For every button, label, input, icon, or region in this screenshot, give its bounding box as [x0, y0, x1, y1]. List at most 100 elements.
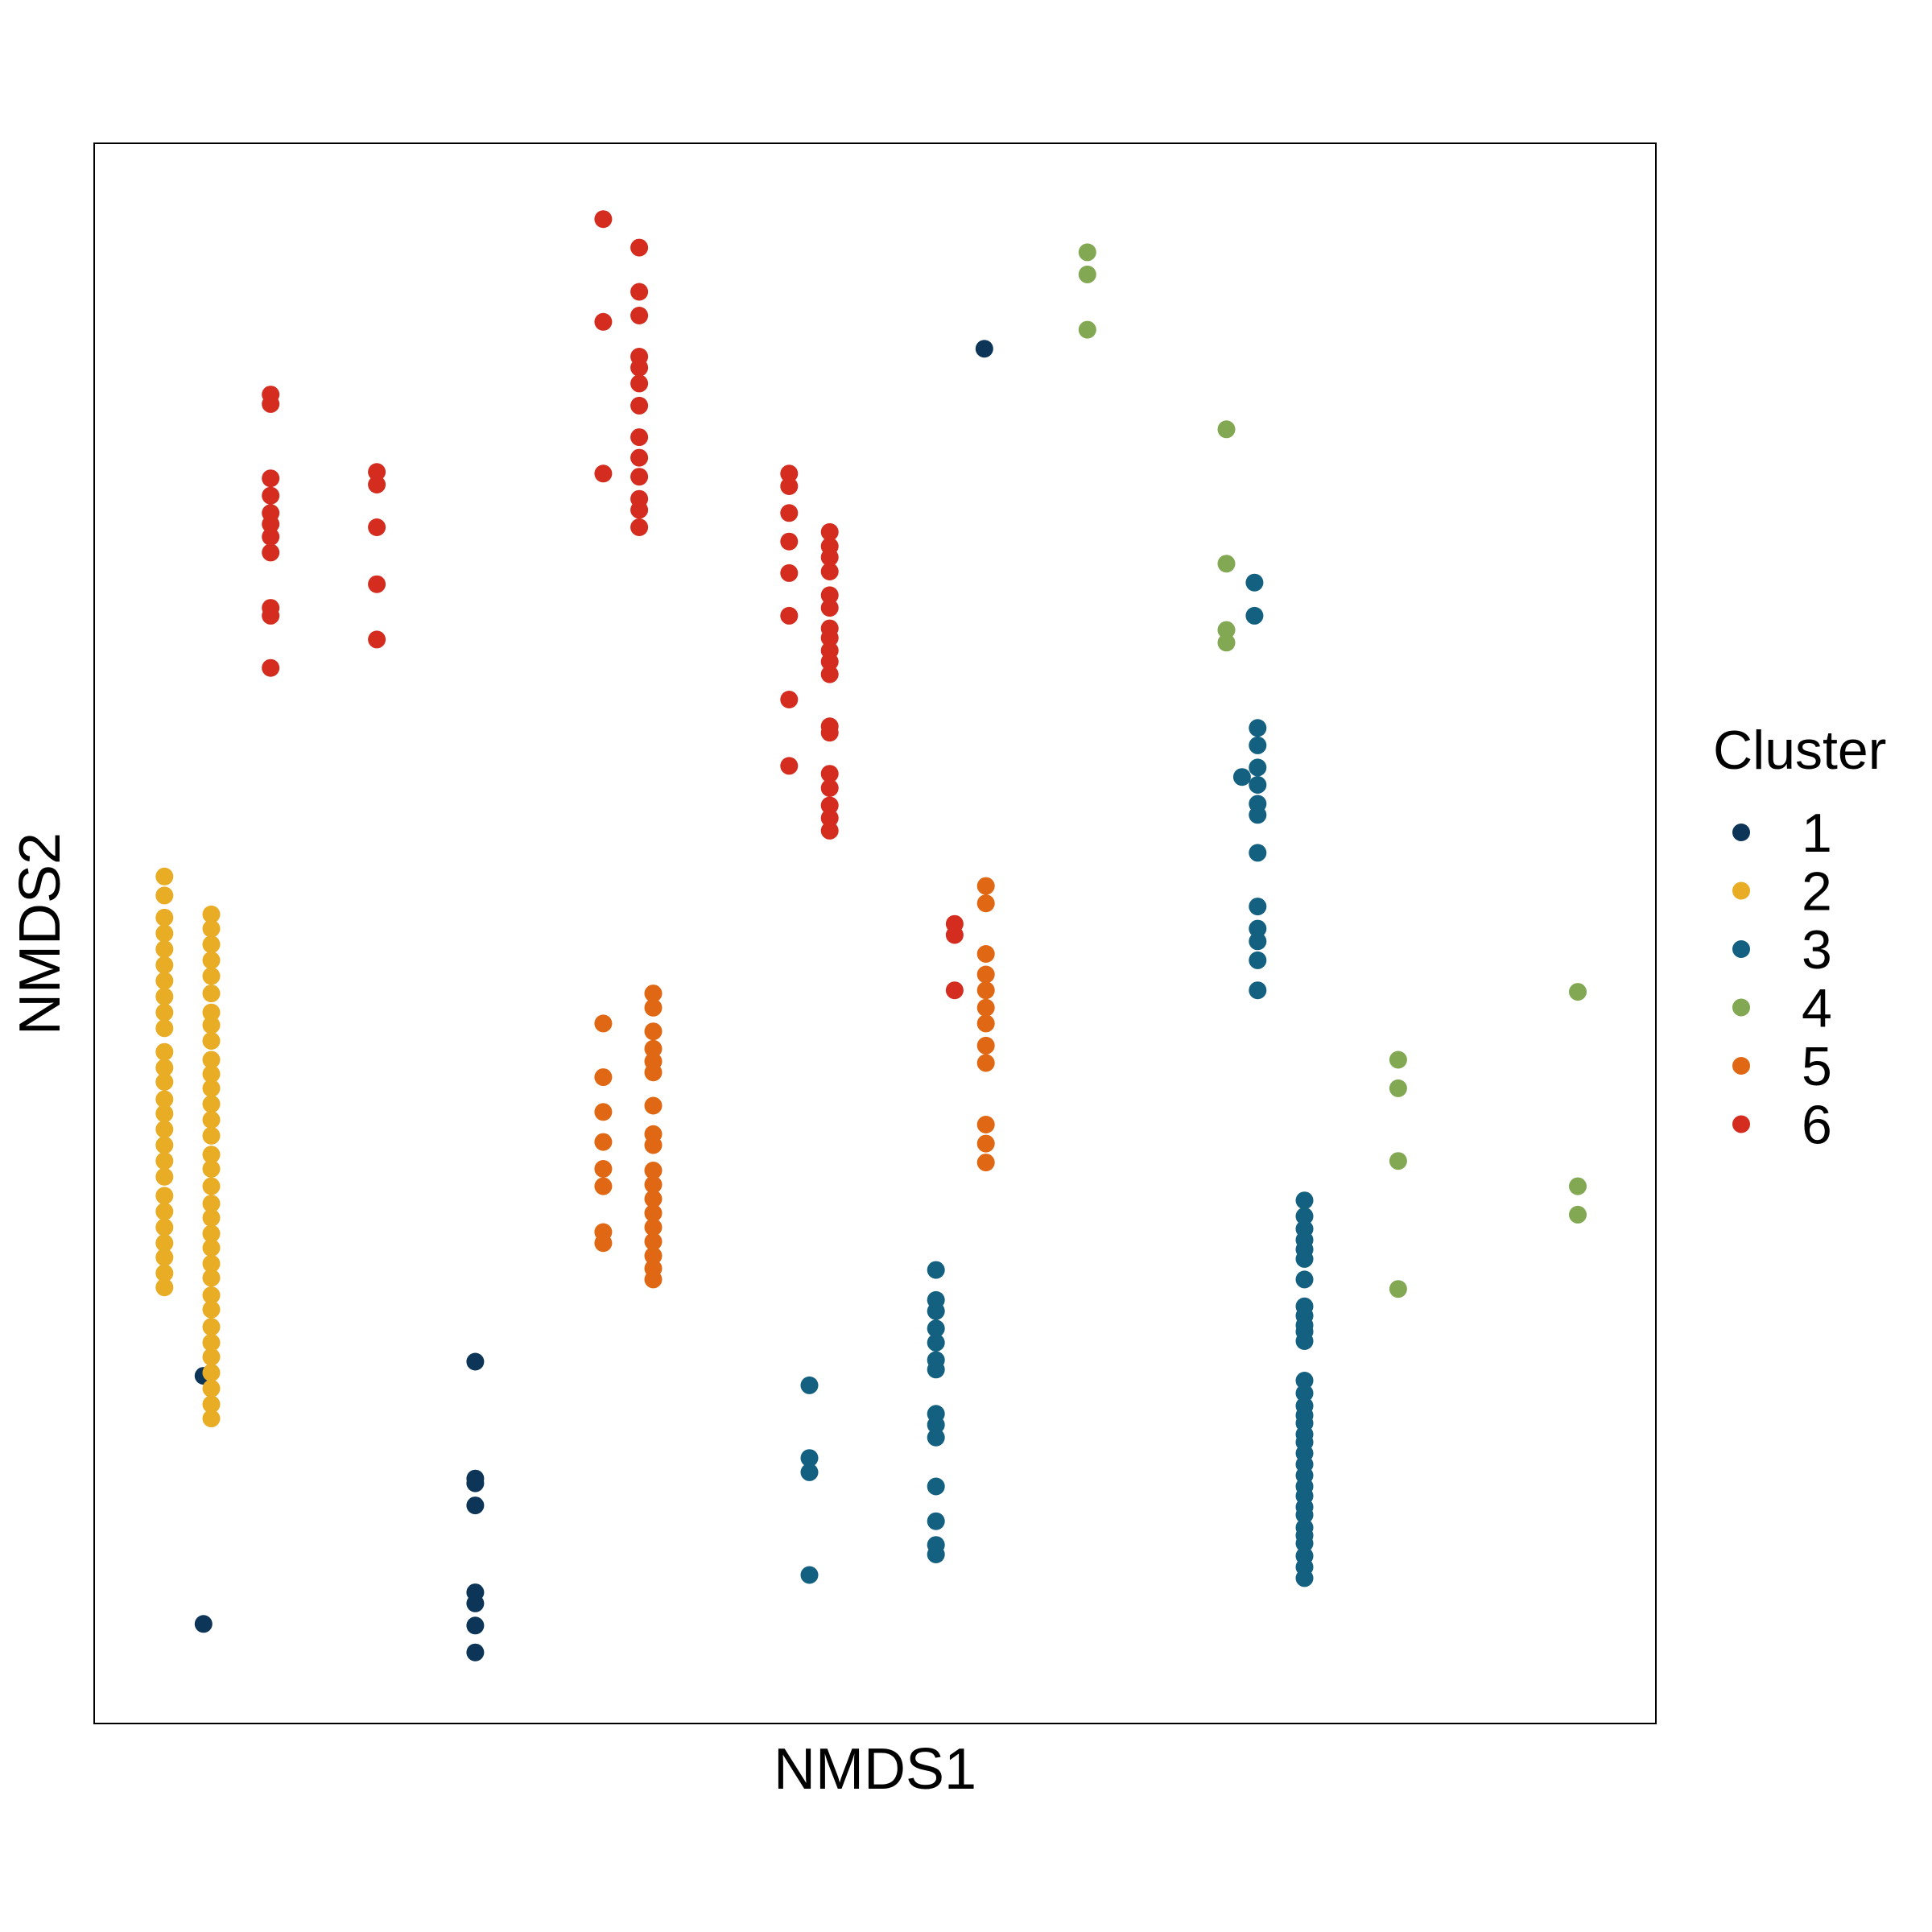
cluster-1-point-3 — [194, 1615, 213, 1633]
cluster-2-point-6 — [155, 956, 174, 974]
cluster-2-point-55 — [202, 1348, 221, 1366]
cluster-2-point-51 — [202, 1286, 221, 1304]
cluster-5-point-18 — [644, 1162, 663, 1179]
cluster-2-point-52 — [202, 1300, 221, 1319]
cluster-3-point-21 — [1249, 719, 1267, 737]
cluster-6-point-16 — [630, 518, 649, 536]
cluster-2-point-9 — [155, 1003, 174, 1022]
cluster-4-point-3 — [1078, 320, 1096, 339]
cluster-4-point-5 — [1217, 555, 1236, 573]
cluster-6-point-36 — [780, 532, 799, 551]
cluster-4-point-6 — [1217, 621, 1236, 639]
cluster-1-point-4 — [466, 1352, 485, 1371]
cluster-1-point-9 — [466, 1594, 485, 1612]
cluster-3-point-7 — [927, 1302, 945, 1320]
cluster-3-point-62 — [1295, 1534, 1314, 1553]
cluster-3-point-47 — [1295, 1384, 1314, 1402]
cluster-3-point-5 — [927, 1261, 945, 1279]
cluster-2-point-44 — [202, 1177, 221, 1195]
cluster-6-point-23 — [262, 527, 280, 546]
cluster-2-point-12 — [155, 1059, 174, 1077]
legend-title: Cluster — [1713, 720, 1886, 781]
cluster-6-point-50 — [820, 652, 839, 671]
cluster-2-point-15 — [155, 1104, 174, 1123]
legend-key-5 — [1732, 1057, 1750, 1075]
cluster-5-point-23 — [644, 1232, 663, 1251]
cluster-2-point-47 — [202, 1224, 221, 1243]
cluster-4-point-8 — [1389, 1051, 1407, 1069]
cluster-2-point-41 — [202, 1126, 221, 1145]
cluster-3-point-34 — [1295, 1191, 1314, 1210]
legend-key-4 — [1732, 998, 1750, 1017]
plot-panel — [93, 142, 1657, 1724]
cluster-5-point-20 — [644, 1190, 663, 1208]
cluster-5-point-19 — [644, 1175, 663, 1194]
cluster-2-point-11 — [155, 1042, 174, 1061]
cluster-4-point-2 — [1078, 265, 1096, 283]
cluster-2-point-50 — [202, 1269, 221, 1287]
cluster-2-point-33 — [202, 1003, 221, 1022]
cluster-3-point-14 — [927, 1428, 945, 1447]
cluster-6-point-60 — [945, 926, 964, 944]
cluster-2-point-10 — [155, 1019, 174, 1038]
cluster-2-point-54 — [202, 1333, 221, 1352]
cluster-2-point-30 — [202, 951, 221, 969]
cluster-5-point-30 — [976, 965, 995, 984]
cluster-2-point-57 — [202, 1379, 221, 1397]
cluster-3-point-16 — [927, 1512, 945, 1530]
cluster-2-point-25 — [155, 1264, 174, 1282]
cluster-4-point-1 — [1078, 243, 1096, 262]
cluster-5-point-35 — [976, 1054, 995, 1072]
cluster-1-point-10 — [466, 1616, 485, 1635]
cluster-5-point-26 — [644, 1270, 663, 1289]
cluster-5-point-14 — [644, 1063, 663, 1082]
cluster-3-point-11 — [927, 1360, 945, 1379]
cluster-5-point-11 — [644, 1022, 663, 1041]
cluster-1-point-7 — [466, 1496, 485, 1515]
cluster-3-point-19 — [1245, 573, 1264, 592]
cluster-6-point-15 — [630, 501, 649, 519]
cluster-2-point-23 — [155, 1234, 174, 1253]
cluster-6-point-54 — [820, 765, 839, 783]
cluster-6-point-32 — [368, 630, 386, 649]
cluster-2-point-1 — [155, 867, 174, 886]
cluster-5-point-1 — [594, 1014, 613, 1033]
cluster-3-point-3 — [800, 1463, 819, 1481]
cluster-2-point-36 — [202, 1051, 221, 1069]
legend-label-2: 2 — [1802, 861, 1832, 923]
legend-label-4: 4 — [1802, 978, 1832, 1039]
cluster-2-point-45 — [202, 1195, 221, 1213]
cluster-2-point-8 — [155, 988, 174, 1005]
cluster-5-point-8 — [594, 1234, 613, 1253]
cluster-6-point-61 — [945, 981, 964, 1000]
cluster-3-point-15 — [927, 1477, 945, 1496]
cluster-4-point-14 — [1569, 1205, 1587, 1224]
cluster-3-point-2 — [800, 1449, 819, 1468]
cluster-5-point-34 — [976, 1036, 995, 1055]
cluster-5-point-36 — [976, 1116, 995, 1133]
cluster-2-point-37 — [202, 1065, 221, 1084]
cluster-6-point-28 — [368, 463, 386, 481]
cluster-5-point-32 — [976, 998, 995, 1017]
cluster-2-point-26 — [155, 1278, 174, 1297]
cluster-3-point-35 — [1295, 1207, 1314, 1225]
cluster-6-point-18 — [262, 394, 280, 413]
cluster-4-point-4 — [1217, 420, 1236, 439]
cluster-2-point-46 — [202, 1208, 221, 1227]
legend-key-3 — [1732, 940, 1750, 958]
cluster-2-point-22 — [155, 1218, 174, 1236]
cluster-5-point-29 — [976, 945, 995, 963]
cluster-3-point-20 — [1245, 606, 1264, 625]
cluster-6-point-33 — [780, 464, 799, 483]
cluster-2-point-5 — [155, 940, 174, 959]
cluster-2-point-3 — [155, 908, 174, 927]
cluster-5-point-2 — [594, 1068, 613, 1087]
cluster-3-point-33 — [1232, 768, 1251, 786]
cluster-2-point-53 — [202, 1318, 221, 1336]
cluster-5-point-27 — [976, 877, 995, 895]
legend-label-1: 1 — [1802, 803, 1832, 864]
cluster-3-point-18 — [927, 1546, 945, 1563]
cluster-5-point-6 — [594, 1177, 613, 1195]
cluster-3-point-45 — [1295, 1332, 1314, 1350]
